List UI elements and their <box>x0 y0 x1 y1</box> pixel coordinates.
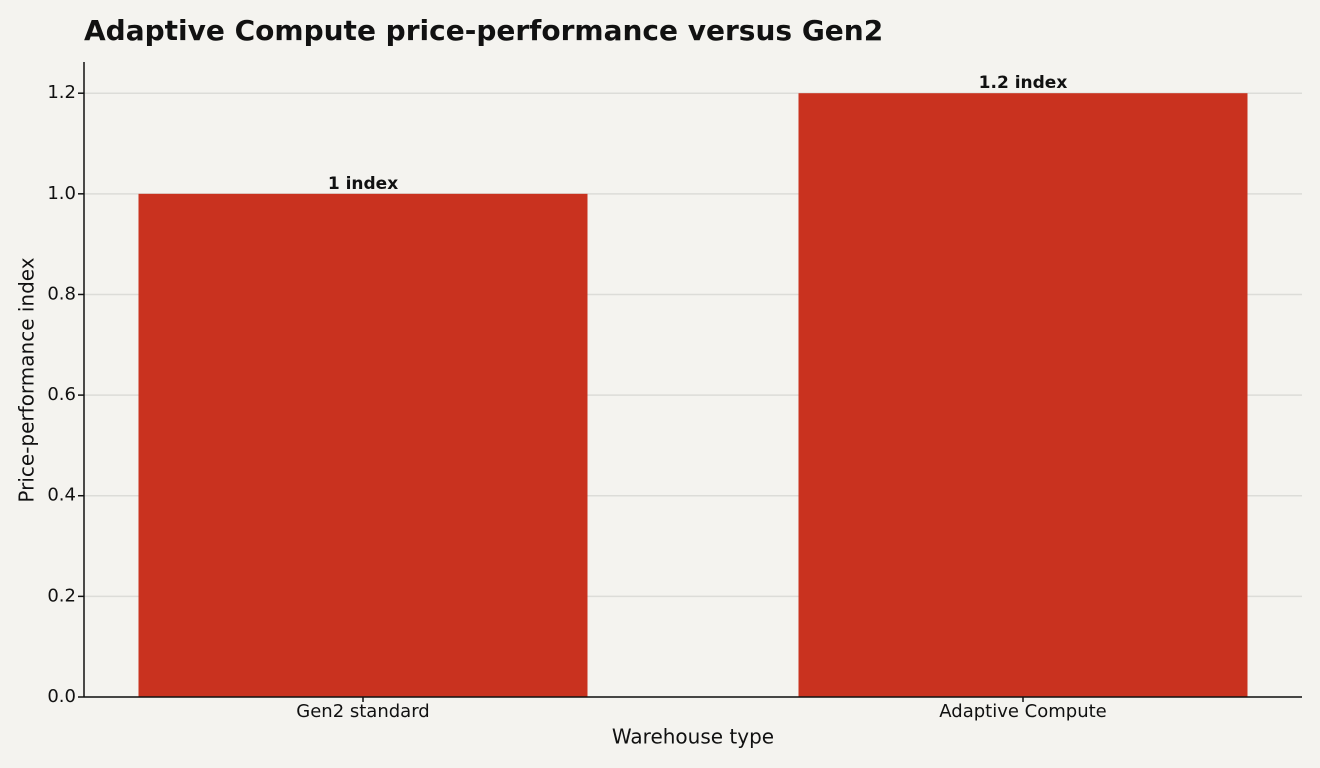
y-axis-label: Price-performance index <box>15 257 39 502</box>
value-label: 1 index <box>328 174 398 194</box>
x-tick-label: Gen2 standard <box>296 701 429 722</box>
y-tick-label: 0.6 <box>47 384 76 405</box>
marks: Gen2 standard 1 index Adaptive Compute 1.2 … <box>138 73 1248 722</box>
bar <box>798 93 1248 697</box>
value-label: 1.2 index <box>979 73 1068 93</box>
x-tick-label: Adaptive Compute <box>939 701 1106 722</box>
y-tick-label: 0.0 <box>47 686 76 707</box>
y-tick-label: 0.8 <box>47 283 76 304</box>
chart-title: Adaptive Compute price-performance versu… <box>84 14 883 47</box>
y-tick-label: 1.0 <box>47 183 76 204</box>
y-tick-label: 0.4 <box>47 485 76 506</box>
bar <box>138 193 588 697</box>
x-axis-label: Warehouse type <box>612 725 774 749</box>
y-tick-label: 0.2 <box>47 585 76 606</box>
y-tick-label: 1.2 <box>47 82 76 103</box>
